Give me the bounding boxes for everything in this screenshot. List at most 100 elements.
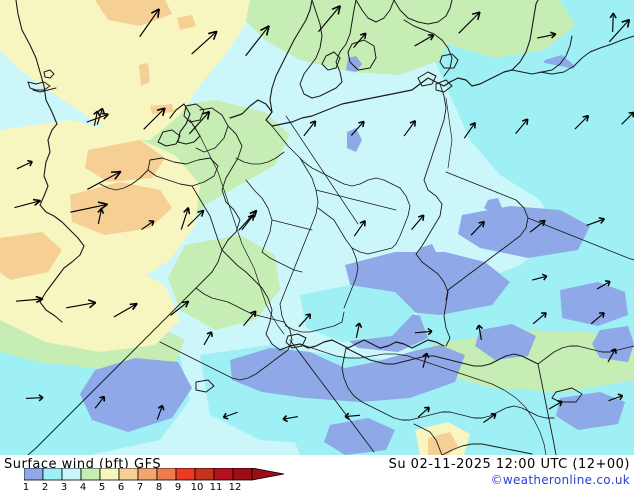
border-switzerland	[159, 287, 293, 381]
river-elbe	[285, 115, 359, 225]
wind-arrow	[298, 313, 312, 328]
wind-arrow	[203, 331, 213, 346]
wind-arrow	[596, 280, 611, 290]
wind-arrow	[353, 32, 367, 49]
river-danube	[299, 343, 547, 455]
wind-arrow	[350, 120, 365, 136]
map-canvas[interactable]	[0, 0, 634, 455]
wind-arrow	[16, 159, 33, 170]
coast-bornholm	[439, 53, 459, 69]
legend-tick-6: 6	[118, 482, 124, 490]
wind-arrow	[586, 217, 606, 226]
wind-arrow	[86, 112, 109, 123]
legend-tick-7: 7	[137, 482, 143, 490]
coast-baltic-estuary	[435, 79, 453, 93]
border-state-10	[285, 311, 345, 333]
wind-arrow	[475, 324, 483, 340]
wind-arrow	[66, 299, 97, 309]
legend-swatch-3	[61, 468, 82, 481]
lake-balaton	[551, 387, 583, 403]
coast-baltic-gulf	[511, 35, 573, 75]
coast-ijssel	[183, 103, 205, 123]
wind-arrow	[303, 120, 317, 137]
wind-arrow	[317, 5, 342, 33]
coast-germany-north	[229, 69, 513, 127]
border-austria-south	[341, 347, 555, 421]
wind-arrow	[608, 18, 631, 43]
surface-wind-map-svg	[0, 0, 634, 455]
wind-arrow	[532, 312, 547, 325]
legend-tick-4: 4	[80, 482, 86, 490]
wind-arrow	[537, 31, 557, 39]
wind-arrow	[16, 295, 44, 304]
border-france-swiss	[27, 249, 223, 455]
border-netherlands	[195, 107, 229, 153]
legend-swatch-2	[42, 468, 63, 481]
legend-swatch-5	[99, 468, 120, 481]
field-bft2-germ	[300, 285, 415, 342]
field-bft4-polandN	[428, 0, 575, 58]
legend-tick-9: 9	[175, 482, 181, 490]
border-slovakia-south	[537, 345, 634, 365]
coast-denmark-zealand	[347, 39, 377, 71]
wind-arrow-layer	[14, 5, 634, 424]
wind-arrow	[470, 220, 485, 236]
coast-kaliningrad	[539, 35, 634, 75]
wind-arrow	[590, 312, 605, 325]
legend-svg: 1 2 3 4 5 6 7 8 9 10 11 12	[24, 468, 284, 490]
legend-swatch-7	[137, 468, 158, 481]
coast-poland-north	[511, 0, 539, 71]
border-croatia	[441, 443, 533, 455]
border-state-8	[271, 219, 313, 231]
wind-arrow	[458, 11, 481, 34]
legend-tick-8: 8	[156, 482, 162, 490]
wind-arrow	[245, 25, 270, 57]
wind-arrow	[113, 302, 138, 318]
border-austria-north	[345, 347, 539, 367]
coast-denmark-east	[299, 0, 357, 99]
wind-arrow	[532, 273, 548, 281]
wind-arrow	[222, 411, 238, 420]
wind-arrow	[355, 322, 363, 338]
coast-sweden-south	[393, 0, 453, 25]
border-state-3	[279, 157, 319, 327]
coast-wash	[43, 69, 55, 79]
wind-arrow	[529, 219, 546, 233]
wind-arrow	[353, 219, 366, 237]
beaufort-color-legend[interactable]: 1 2 3 4 5 6 7 8 9 10 11 12	[24, 468, 284, 490]
border-austria-italy	[289, 339, 375, 453]
border-germany-france	[221, 249, 281, 351]
field-bft6-nsea-patch	[95, 0, 172, 26]
river-oder	[445, 97, 453, 169]
legend-swatch-1	[24, 468, 44, 481]
wind-arrow	[607, 348, 617, 363]
wind-arrow	[241, 214, 255, 231]
field-bft6-slovenia	[428, 432, 458, 455]
field-bft1-dot3	[484, 198, 502, 214]
border-czech	[445, 171, 529, 301]
wind-arrow	[422, 352, 430, 368]
legend-swatch-11	[213, 468, 234, 481]
field-bft1-se2	[324, 418, 395, 455]
legend-swatch-6	[118, 468, 139, 481]
wind-arrow	[25, 394, 44, 402]
field-bft6-west	[0, 232, 62, 280]
legend-tick-5: 5	[99, 482, 105, 490]
wind-arrow	[94, 395, 106, 409]
legend-swatch-8	[156, 468, 177, 481]
field-bft4-bw	[168, 235, 280, 330]
legend-swatch-12	[232, 468, 253, 481]
legend-tick-2: 2	[42, 482, 48, 490]
coast-sweden-curve	[403, 19, 453, 77]
border-state-7	[261, 251, 303, 273]
legend-tick-3: 3	[61, 482, 67, 490]
wind-arrow	[187, 209, 205, 227]
border-slovenia	[413, 423, 443, 455]
field-bft1-poland	[458, 206, 590, 258]
legend-tick-12: 12	[229, 482, 242, 490]
wind-arrow	[403, 120, 417, 137]
border-france-belgium	[99, 169, 149, 191]
legend-swatch-group	[24, 468, 253, 481]
field-bft6-tiny1	[139, 63, 150, 86]
